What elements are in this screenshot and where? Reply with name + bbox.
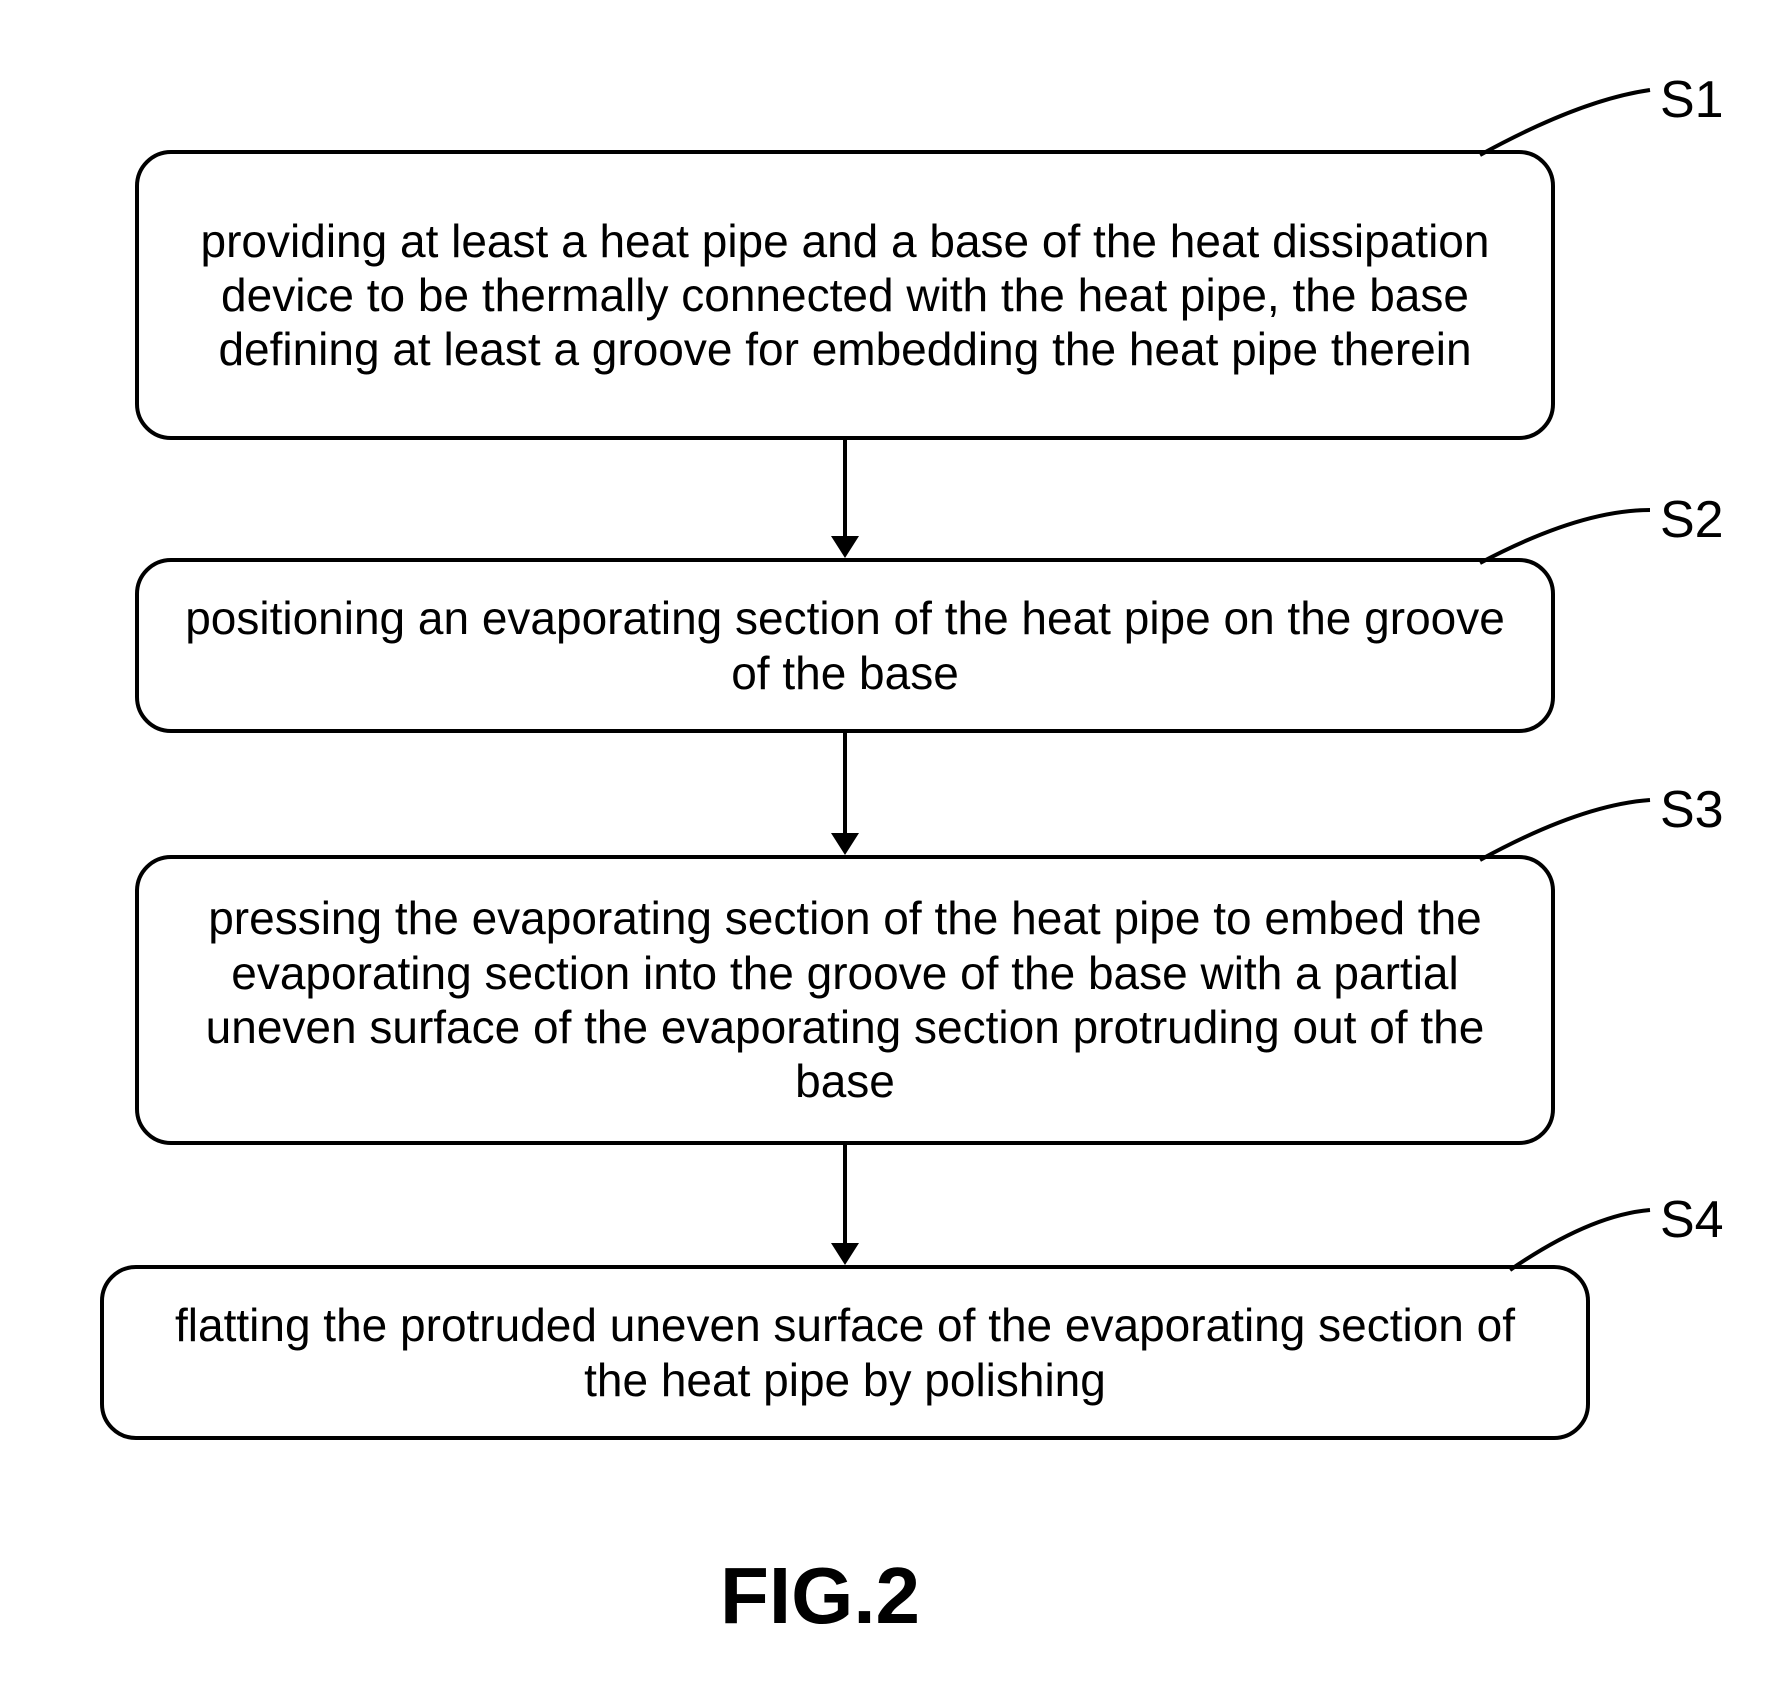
step-box-s2: positioning an evaporating section of th… <box>135 558 1555 733</box>
figure-title: FIG.2 <box>720 1550 920 1642</box>
step-label-s4: S4 <box>1660 1190 1724 1250</box>
step-box-s3: pressing the evaporating section of the … <box>135 855 1555 1145</box>
leader-curve-s2 <box>1470 500 1660 573</box>
leader-curve-s1 <box>1470 80 1660 165</box>
leader-curve-s4 <box>1500 1200 1660 1280</box>
step-text-s3: pressing the evaporating section of the … <box>179 891 1511 1108</box>
flow-arrow-2 <box>815 723 875 865</box>
step-text-s2: positioning an evaporating section of th… <box>179 591 1511 700</box>
step-label-s2: S2 <box>1660 490 1724 550</box>
step-text-s4: flatting the protruded uneven surface of… <box>144 1298 1546 1407</box>
step-text-s1: providing at least a heat pipe and a bas… <box>179 214 1511 377</box>
step-box-s1: providing at least a heat pipe and a bas… <box>135 150 1555 440</box>
flowchart-canvas: providing at least a heat pipe and a bas… <box>0 0 1791 1694</box>
step-label-s3: S3 <box>1660 780 1724 840</box>
step-box-s4: flatting the protruded uneven surface of… <box>100 1265 1590 1440</box>
leader-curve-s3 <box>1470 790 1660 870</box>
flow-arrow-3 <box>815 1135 875 1275</box>
flow-arrow-1 <box>815 430 875 568</box>
step-label-s1: S1 <box>1660 70 1724 130</box>
